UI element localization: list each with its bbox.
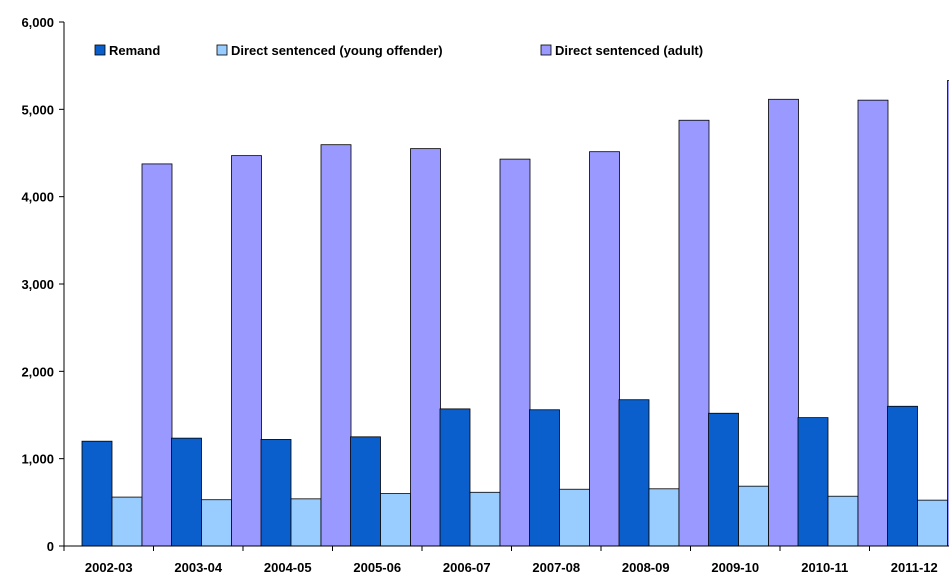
- x-tick-label: 2003-04: [174, 560, 222, 575]
- bar-1-2011-12: [888, 406, 918, 546]
- bar-1-2010-11: [798, 418, 828, 546]
- y-tick-label: 2,000: [21, 364, 54, 379]
- bar-2-2002-03: [112, 497, 142, 546]
- y-tick-label: 3,000: [21, 277, 54, 292]
- bar-1-2002-03: [82, 441, 112, 546]
- legend-swatch-3: [541, 45, 551, 55]
- legend-label-2: Direct sentenced (young offender): [231, 43, 443, 58]
- legend-swatch-2: [217, 45, 227, 55]
- x-tick-label: 2009-10: [711, 560, 759, 575]
- bar-2-2011-12: [918, 500, 948, 546]
- bar-3-2007-08: [590, 152, 620, 546]
- x-tick-label: 2002-03: [85, 560, 133, 575]
- bar-1-2006-07: [440, 409, 470, 546]
- bar-2-2005-06: [381, 494, 411, 546]
- x-tick-label: 2008-09: [622, 560, 670, 575]
- bar-2-2010-11: [828, 496, 858, 546]
- bar-1-2003-04: [172, 438, 202, 546]
- x-tick-label: 2007-08: [532, 560, 580, 575]
- x-tick-label: 2006-07: [443, 560, 491, 575]
- bar-3-2008-09: [679, 120, 709, 546]
- bar-3-2006-07: [500, 159, 530, 546]
- bar-3-2003-04: [232, 156, 262, 546]
- bars: [82, 81, 949, 546]
- bar-2-2009-10: [739, 486, 769, 546]
- bar-1-2005-06: [351, 437, 381, 546]
- x-tick-label: 2011-12: [891, 560, 938, 575]
- bar-1-2008-09: [619, 400, 649, 546]
- bar-2-2003-04: [202, 500, 232, 546]
- bar-2-2006-07: [470, 492, 500, 546]
- bar-2-2008-09: [649, 489, 679, 546]
- bar-1-2007-08: [530, 410, 560, 546]
- y-tick-label: 1,000: [21, 452, 54, 467]
- bar-1-2009-10: [709, 413, 739, 546]
- bar-2-2007-08: [560, 489, 590, 546]
- bar-2-2004-05: [291, 499, 321, 546]
- x-tick-label: 2004-05: [264, 560, 312, 575]
- bar-1-2004-05: [261, 439, 291, 546]
- x-tick-label: 2010-11: [801, 560, 848, 575]
- bar-3-2004-05: [321, 145, 351, 546]
- y-tick-label: 5,000: [21, 102, 54, 117]
- legend-swatch-1: [95, 45, 105, 55]
- x-tick-label: 2005-06: [353, 560, 401, 575]
- bar-3-2005-06: [411, 149, 441, 546]
- y-tick-label: 0: [47, 539, 54, 554]
- bar-3-2009-10: [769, 99, 799, 546]
- y-tick-label: 6,000: [21, 15, 54, 30]
- bar-3-2002-03: [142, 164, 172, 546]
- legend: Remand Direct sentenced (young offender) D…: [95, 43, 703, 58]
- y-tick-label: 4,000: [21, 190, 54, 205]
- legend-label-3: Direct sentenced (adult): [555, 43, 703, 58]
- legend-label-1: Remand: [109, 43, 160, 58]
- bar-3-2010-11: [858, 100, 888, 546]
